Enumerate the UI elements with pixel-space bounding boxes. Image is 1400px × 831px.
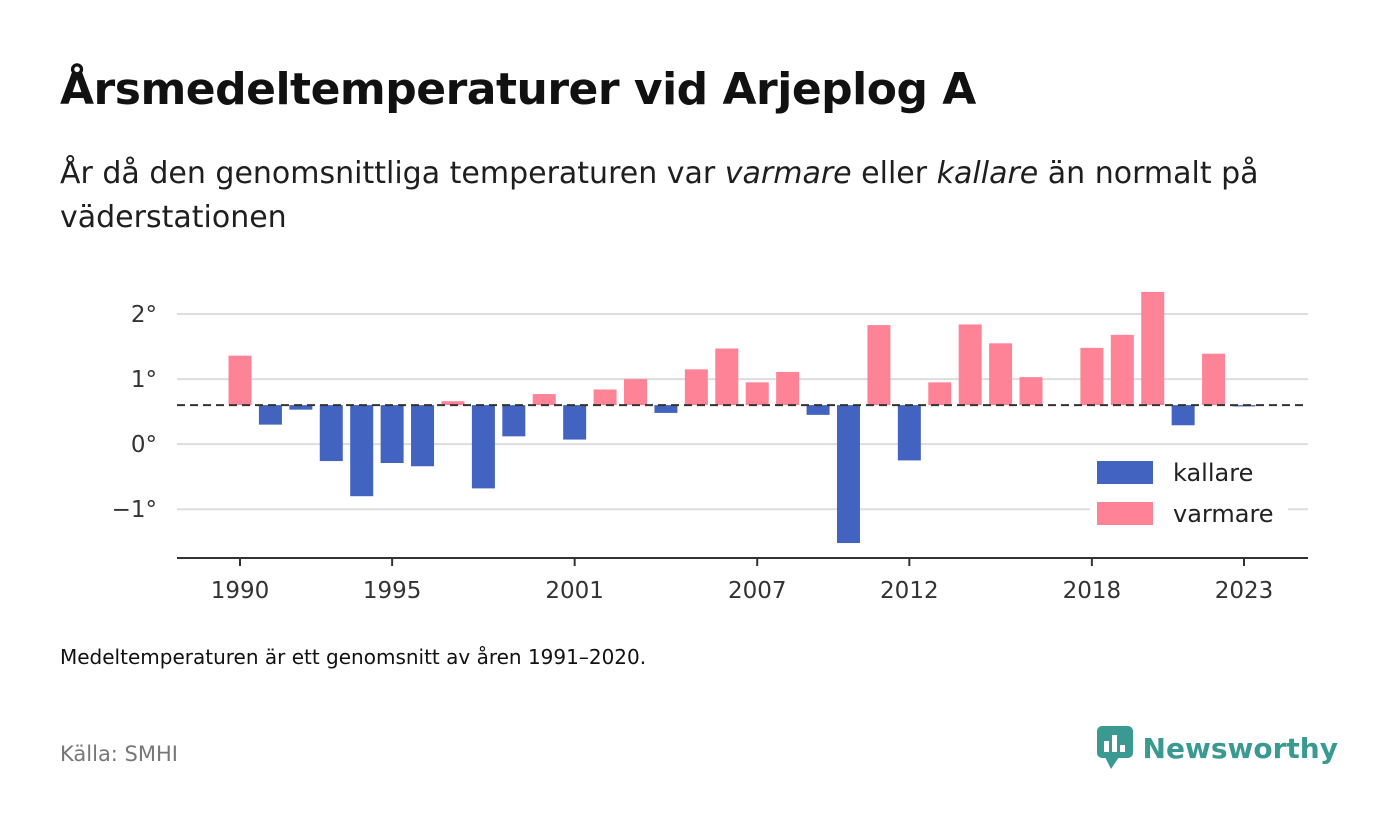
x-tick-label: 2012 — [880, 578, 939, 604]
bar-kallare — [563, 405, 587, 440]
legend-label-varmare: varmare — [1173, 500, 1274, 528]
bar-varmare — [776, 371, 800, 406]
legend: kallare varmare — [1090, 452, 1288, 534]
newsworthy-logo-icon — [1096, 726, 1133, 769]
bar-varmare — [1202, 353, 1226, 406]
source-credit: Källa: SMHI — [60, 742, 178, 766]
chart-subtitle: År då den genomsnittliga temperaturen va… — [60, 152, 1340, 240]
bar-varmare — [958, 324, 982, 406]
bar-kallare — [319, 405, 343, 462]
bar-varmare — [532, 394, 556, 406]
y-tick-label: 1° — [131, 367, 157, 393]
x-axis: 1990 1995 2001 2007 2012 2018 2023 — [177, 557, 1308, 604]
x-tick-label: 2001 — [545, 578, 604, 604]
bar-kallare — [411, 405, 435, 467]
y-tick-label: 0° — [131, 432, 157, 458]
bar-varmare — [624, 379, 648, 406]
temperature-bar-chart: 1990 1995 2001 2007 2012 2018 2023 2° 1° 0° −1° k… — [112, 291, 1308, 604]
x-tick-label: 1990 — [211, 578, 270, 604]
bar-varmare — [593, 389, 617, 406]
subtitle-text-1: År då den genomsnittliga temperaturen va… — [60, 156, 725, 191]
bar-varmare — [1080, 347, 1104, 406]
bars — [228, 291, 1256, 544]
bar-kallare — [502, 405, 526, 437]
brand-logo: Newsworthy — [1096, 726, 1338, 770]
bar-kallare — [836, 405, 860, 544]
bar-kallare — [258, 405, 282, 425]
legend-label-kallare: kallare — [1173, 459, 1253, 487]
bar-varmare — [867, 325, 891, 406]
subtitle-emphasis-colder: kallare — [936, 156, 1039, 191]
bar-varmare — [1019, 377, 1043, 406]
bar-varmare — [1110, 334, 1134, 406]
y-axis-labels: 2° 1° 0° −1° — [112, 302, 157, 523]
bar-varmare — [228, 355, 252, 406]
bar-varmare — [715, 348, 739, 406]
bar-varmare — [745, 382, 769, 406]
bar-varmare — [1141, 291, 1165, 406]
chart-title: Årsmedeltemperaturer vid Arjeplog A — [60, 64, 976, 115]
bar-varmare — [441, 401, 465, 406]
footnote: Medeltemperaturen är ett genomsnitt av å… — [60, 645, 647, 669]
bar-varmare — [684, 369, 708, 406]
subtitle-text-3: än normalt på väderstationen — [60, 156, 1259, 235]
bar-kallare — [350, 405, 374, 497]
bar-kallare — [806, 405, 830, 415]
y-tick-label: −1° — [112, 497, 157, 523]
x-tick-label: 1995 — [363, 578, 422, 604]
subtitle-emphasis-warmer: varmare — [724, 156, 852, 191]
brand-name: Newsworthy — [1142, 731, 1338, 765]
bar-kallare — [654, 405, 678, 413]
bar-kallare — [1171, 405, 1195, 426]
legend-swatch-kallare — [1097, 461, 1153, 484]
legend-swatch-varmare — [1097, 502, 1153, 525]
bar-varmare — [989, 343, 1013, 406]
bar-varmare — [928, 382, 952, 406]
bar-kallare — [380, 405, 404, 464]
x-tick-label: 2018 — [1063, 578, 1122, 604]
bar-kallare — [289, 405, 313, 410]
subtitle-text-2: eller — [851, 156, 937, 191]
bar-kallare — [897, 405, 921, 461]
y-tick-label: 2° — [131, 302, 157, 328]
bar-kallare — [471, 405, 495, 489]
x-tick-label: 2023 — [1215, 578, 1274, 604]
x-tick-label: 2007 — [728, 578, 787, 604]
